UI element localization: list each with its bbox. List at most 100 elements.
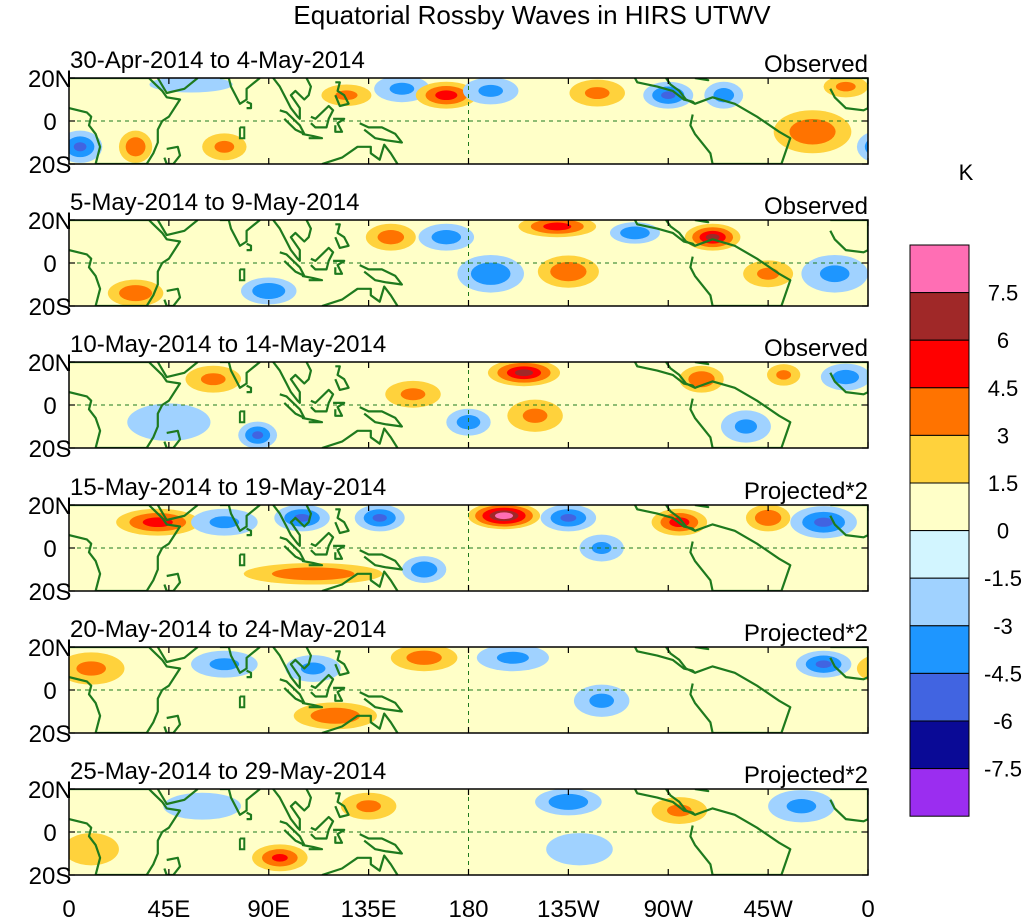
anomaly-blob	[107, 279, 164, 306]
anomaly-blob	[69, 130, 103, 163]
box-outline	[238, 126, 246, 140]
contour-level	[560, 514, 577, 522]
y-tick-label: 20N	[28, 66, 72, 93]
light-band	[821, 550, 868, 572]
box-outline	[238, 837, 246, 851]
x-tick-label: 90W	[644, 896, 694, 922]
light-band	[612, 558, 667, 581]
panel-date-range: 10-May-2014 to 14-May-2014	[70, 331, 386, 358]
contour-level	[550, 262, 587, 282]
coastline	[334, 365, 350, 391]
contour-level	[69, 833, 119, 866]
coastline	[310, 815, 335, 840]
anomaly-blob	[856, 132, 868, 161]
coastline	[634, 789, 696, 816]
coastline	[321, 854, 399, 875]
box-outline	[238, 410, 246, 424]
coastline	[219, 647, 261, 674]
panel-label: Projected*2	[744, 478, 868, 505]
anomaly-blob	[415, 81, 477, 109]
coastlines	[69, 647, 868, 733]
colorbar-swatch	[909, 530, 970, 579]
coastline	[634, 362, 696, 389]
coastline	[634, 505, 696, 532]
contour-level	[754, 509, 782, 526]
colorbar-level-label: -6	[993, 709, 1013, 734]
panel-label: Observed	[764, 193, 868, 220]
coastline	[246, 100, 253, 110]
contour-level	[757, 267, 780, 280]
contour-level	[667, 804, 692, 817]
light-band	[350, 662, 405, 684]
anomaly-blob	[69, 833, 119, 866]
anomaly-field	[69, 789, 868, 875]
coastline	[219, 220, 261, 247]
coastline	[156, 220, 199, 237]
coastline	[301, 559, 324, 567]
contour-level	[522, 408, 548, 423]
anomaly-blob	[238, 421, 278, 448]
anomaly-blob	[767, 364, 801, 386]
coastline	[156, 362, 199, 379]
coastline	[246, 527, 253, 537]
chart-title: Equatorial Rossby Waves in HIRS UTWV	[293, 0, 771, 30]
panel-label: Projected*2	[744, 762, 868, 789]
coastline	[163, 287, 182, 306]
anomaly-blob	[609, 222, 660, 244]
contour-level	[400, 388, 426, 401]
anomaly-blob	[743, 260, 794, 288]
anomaly-blob	[643, 81, 694, 109]
anomaly-blob	[801, 254, 868, 293]
contour-level	[431, 230, 462, 245]
coastline	[334, 81, 350, 108]
coastline	[333, 117, 346, 133]
contour-level	[705, 233, 720, 241]
coastline	[321, 285, 399, 306]
y-tick-label: 20S	[29, 152, 72, 179]
light-band	[177, 700, 232, 723]
coastline	[279, 820, 306, 846]
coastlines	[69, 362, 868, 448]
coastline	[69, 78, 182, 164]
coastline	[359, 264, 403, 286]
anomaly-blob	[518, 220, 597, 238]
coastline	[359, 122, 403, 144]
coastline	[691, 78, 710, 82]
light-band	[406, 284, 460, 306]
coastline	[334, 223, 350, 249]
anomaly-field	[69, 220, 868, 306]
y-tick-label: 0	[43, 109, 56, 136]
panel-date-range: 15-May-2014 to 19-May-2014	[70, 474, 386, 501]
y-tick-label: 20S	[29, 721, 72, 748]
anomaly-blob	[720, 410, 771, 443]
y-tick-label: 20S	[29, 294, 72, 321]
contour-level	[149, 78, 233, 93]
colorbar-level-label: 1.5	[988, 471, 1019, 496]
anomaly-blob	[69, 652, 125, 685]
contour-level	[856, 656, 868, 681]
contour-level	[789, 118, 836, 145]
anomaly-blob	[241, 277, 297, 305]
contour-level	[214, 140, 235, 153]
light-band	[559, 653, 613, 675]
coastline	[333, 686, 346, 702]
coastline	[246, 811, 253, 821]
light-band	[508, 530, 562, 553]
coastline	[689, 380, 792, 448]
light-band	[455, 690, 509, 712]
light-band	[355, 97, 409, 119]
anomaly-blob	[118, 130, 153, 163]
coastline	[333, 828, 346, 844]
light-band	[299, 539, 354, 561]
coastline	[279, 536, 306, 562]
colorbar-swatch	[909, 577, 970, 627]
anomaly-blob	[790, 506, 857, 539]
light-band	[714, 804, 769, 826]
light-band	[772, 80, 826, 102]
coastline	[310, 246, 335, 271]
coastline	[689, 238, 792, 306]
anomaly-blob	[476, 647, 549, 672]
panels: 20N 0 20S 30-Apr-2014 to 4-May-2014 Observed…	[28, 47, 869, 890]
panel-label: Observed	[764, 335, 868, 362]
x-tick-label: 135E	[341, 896, 397, 922]
